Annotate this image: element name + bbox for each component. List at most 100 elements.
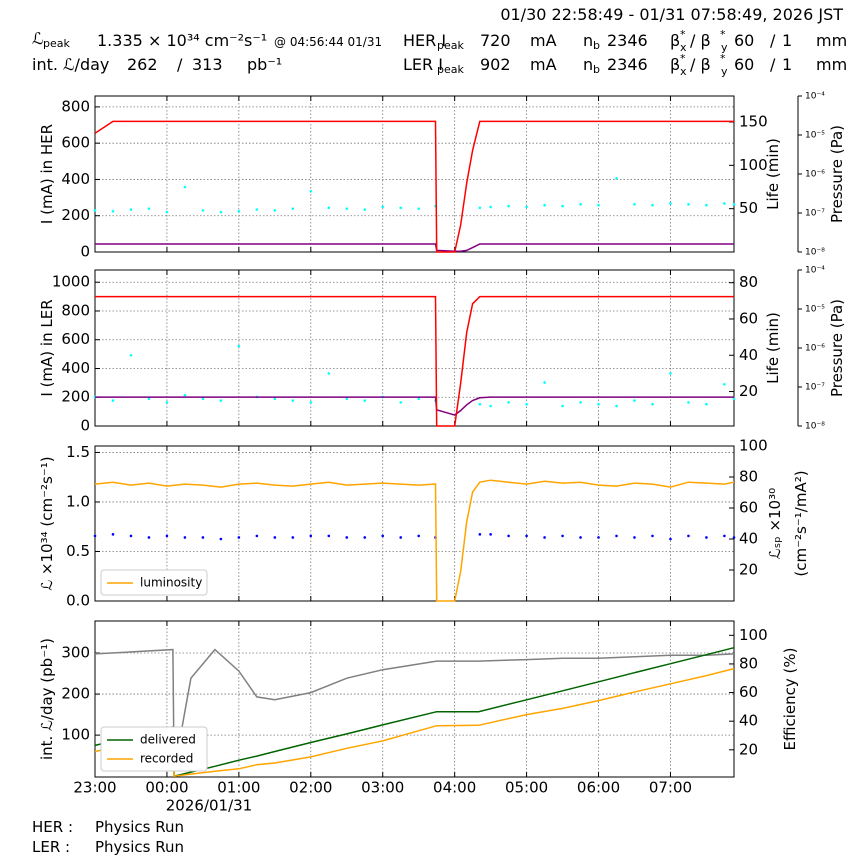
y-tick-label: 400	[61, 170, 90, 188]
bunch-number: 2346	[607, 31, 648, 50]
beta-part: β	[670, 31, 680, 50]
data-point	[561, 404, 564, 408]
data-point	[597, 203, 600, 207]
data-point	[417, 397, 420, 401]
int-lumi-delivered: 313	[192, 55, 223, 74]
data-point	[615, 177, 618, 180]
y2-tick-label: 20	[739, 740, 758, 758]
y2-axis-label: Life (min)	[764, 312, 782, 384]
data-point	[732, 203, 736, 206]
data-point	[399, 206, 403, 210]
data-point	[165, 534, 169, 538]
y2-tick-label: 40	[739, 346, 758, 364]
data-point	[399, 536, 403, 539]
y2-tick-label: 60	[739, 499, 758, 517]
y2-tick-label: 60	[739, 683, 758, 701]
data-point	[219, 537, 223, 541]
data-point	[183, 393, 187, 397]
data-point	[345, 397, 349, 401]
beta-sep: /	[770, 31, 776, 50]
data-point	[723, 534, 726, 538]
y-tick-label: 100	[61, 726, 90, 744]
data-point	[507, 534, 510, 538]
y-axis-label: I (mA) in LER	[38, 299, 56, 396]
y3-axis-label: Pressure (Pa)	[828, 299, 846, 397]
plot-frame	[94, 445, 735, 602]
data-point	[651, 402, 654, 406]
int-lumi-unit: pb⁻¹	[247, 55, 282, 74]
data-point	[219, 210, 223, 214]
y-tick-label: 600	[61, 134, 90, 152]
y-tick-label: 200	[61, 388, 90, 406]
legend-label: delivered	[140, 733, 196, 747]
peak-lumi-sub: peak	[43, 37, 70, 50]
ring-current: 902	[480, 55, 511, 74]
y-tick-label: 800	[61, 97, 90, 115]
data-point	[579, 536, 582, 539]
beta-part: β	[670, 55, 680, 74]
ring-label: LER I	[403, 55, 443, 74]
data-point	[291, 399, 295, 402]
data-point	[237, 209, 241, 213]
ring-label: HER I	[403, 31, 446, 50]
data-point	[255, 208, 259, 211]
data-line	[94, 479, 735, 602]
data-point	[147, 536, 151, 539]
data-point	[687, 203, 690, 206]
data-line	[94, 667, 735, 778]
data-point	[615, 534, 618, 538]
beta-part: / β	[690, 31, 711, 50]
data-point	[273, 397, 277, 401]
data-point	[651, 203, 654, 207]
x-tick-label: 02:00	[289, 779, 332, 797]
y-tick-label: 400	[61, 359, 90, 377]
data-point	[669, 372, 672, 375]
y2-tick-label: 20	[739, 382, 758, 400]
data-point	[327, 372, 331, 375]
plot-frame	[94, 620, 735, 778]
y3-tick-label: 10⁻⁶	[805, 344, 825, 354]
y-tick-label: 1.0	[66, 492, 90, 510]
y2-tick-label: 100	[739, 437, 768, 455]
int-lumi-sep: /	[177, 55, 183, 74]
data-point	[111, 533, 115, 536]
data-point	[309, 401, 313, 404]
data-point	[489, 404, 492, 408]
data-point	[478, 206, 482, 210]
data-point	[111, 399, 115, 402]
data-point	[93, 209, 97, 212]
data-point	[291, 536, 295, 539]
beta-unit: mm	[816, 31, 847, 50]
data-point	[273, 536, 277, 539]
y3-tick-label: 10⁻⁸	[805, 422, 825, 432]
y2-tick-label: 100	[739, 156, 768, 174]
ring-current: 720	[480, 31, 511, 50]
data-point	[129, 353, 133, 357]
y3-tick-label: 10⁻⁴	[805, 92, 825, 102]
x-tick-label: 05:00	[505, 779, 548, 797]
data-point	[561, 534, 564, 538]
data-point	[327, 206, 331, 210]
x-tick-label: 01:00	[217, 779, 260, 797]
data-point	[633, 536, 636, 539]
ring-current-unit: mA	[530, 55, 557, 74]
beta-part: *	[680, 52, 686, 65]
data-point	[633, 399, 636, 402]
data-point	[687, 401, 690, 404]
x-tick-label: 04:00	[433, 779, 476, 797]
data-point	[543, 536, 546, 539]
data-point	[417, 207, 420, 210]
y-tick-label: 800	[61, 301, 90, 319]
y-tick-label: 200	[61, 206, 90, 224]
data-point	[147, 397, 151, 401]
beta-x: 60	[734, 55, 754, 74]
data-point	[478, 402, 482, 406]
footer-mode: Physics Run	[95, 838, 184, 856]
beta-part: x	[680, 65, 687, 78]
data-point	[345, 207, 349, 210]
data-point	[651, 534, 654, 538]
y-axis-label: int. ℒ/day (pb⁻¹)	[38, 638, 56, 760]
time-range: 01/30 22:58:49 - 01/31 07:58:49, 2026 JS…	[500, 5, 843, 24]
beta-part: *	[720, 28, 726, 41]
y2-tick-label: 80	[739, 654, 758, 672]
